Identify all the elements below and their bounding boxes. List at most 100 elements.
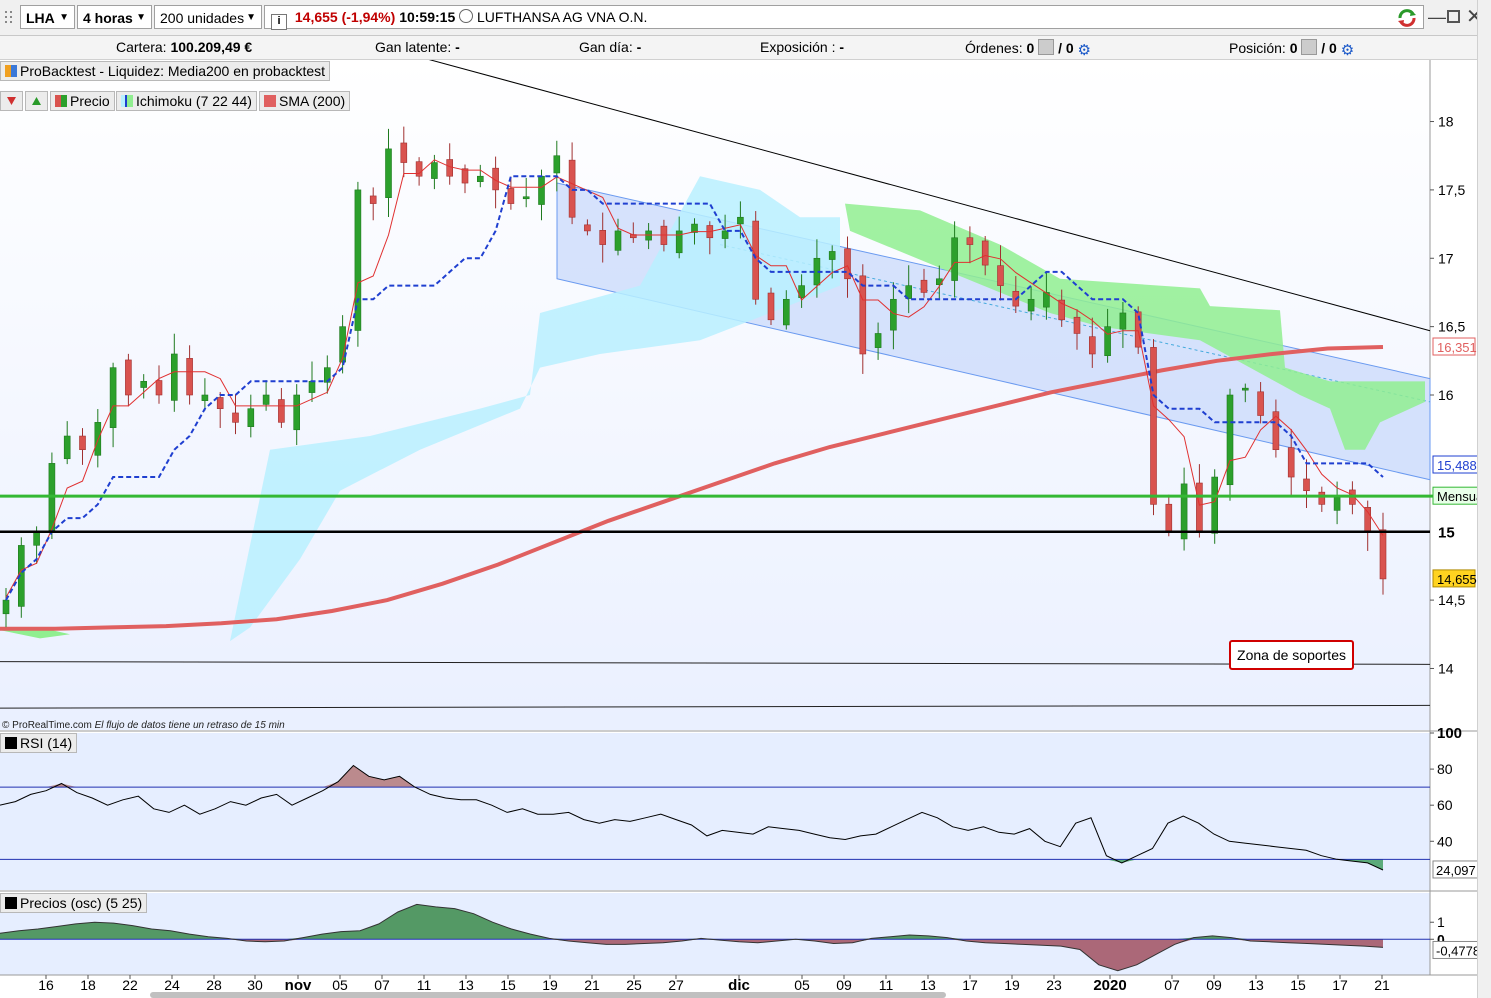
candle-body [890,298,897,331]
gear-icon[interactable]: ⚙ [1077,42,1091,59]
buy-arrow-icon[interactable] [25,91,48,111]
osc-negative-fill [0,939,1383,971]
candle-body [1211,476,1218,534]
candle-body [920,279,928,293]
candle-body [125,359,132,396]
candle-body [1073,316,1081,334]
posicion-field[interactable]: Posición: 0 / 0 ⚙ [1229,39,1355,58]
rsi-panel-bg [0,733,1430,890]
candle-body [232,412,239,423]
refresh-icon[interactable] [1396,7,1418,29]
chart-area[interactable]: 18 17,5 17 16,5 16 14,5 14 15 16,351 15,488 Mensua… [0,60,1477,998]
candle-body [721,230,729,239]
candle-body [1364,507,1371,533]
candle-body [94,422,102,456]
gear-icon[interactable]: ⚙ [1340,42,1355,59]
backtest-label: ProBacktest - Liquidez: Media200 en prob… [20,63,326,79]
support-zone-annotation[interactable]: Zona de soportes [1229,640,1354,670]
drag-handle-icon[interactable] [4,9,16,27]
rsi-overbought-fill [0,765,1383,788]
mensual-tag-bg [1432,486,1477,505]
last-price-tag: 14,655 [1437,572,1477,587]
x-tick-label: 15 [1290,977,1306,993]
cancel-icon[interactable] [1301,39,1318,55]
candle-body [1180,483,1188,540]
data-delay-note: © ProRealTime.com El flujo de datos tien… [2,720,285,731]
gan-latente-label: Gan latente: [375,39,452,55]
horizontal-scrollbar[interactable] [150,992,946,998]
legend-rsi[interactable]: RSI (14) [0,733,78,753]
chevron-down-icon: ▼ [136,12,146,23]
x-tick-label: 16 [38,977,54,993]
candle-body [1257,391,1264,416]
exposicion-value: - [839,39,845,55]
cartera-value: 100.209,49 € [170,39,253,55]
candle-body [201,394,209,401]
backtest-legend[interactable]: ProBacktest - Liquidez: Media200 en prob… [0,61,331,81]
legend-ichimoku[interactable]: Ichimoku (7 22 44) [116,91,257,111]
axes: 18 17,5 17 16,5 16 14,5 14 15 16,351 15,488 Mensua… [38,114,1477,994]
candle-body [1150,347,1157,505]
symbol-value: LHA [26,10,55,26]
units-select[interactable]: 200 unidades ▼ [154,5,262,29]
x-tick-label: dic [728,977,750,994]
candle-body [1303,478,1310,492]
gan-dia-field: Gan día: - [579,39,641,55]
rsi-y-tick-label: 60 [1437,797,1453,813]
candle-body [308,381,316,393]
candle-body [874,333,882,348]
sma-price-tag: 16,351 [1437,340,1477,355]
legend-osc[interactable]: Precios (osc) (5 25) [0,893,148,913]
candle-body [645,230,652,241]
minimize-icon[interactable]: — [1428,7,1446,27]
candle-body [1318,491,1326,505]
candle-body [951,237,958,281]
support-zone-label: Zona de soportes [1237,647,1346,663]
x-tick-label: 15 [500,977,516,993]
timeframe-select[interactable]: 4 horas ▼ [77,5,152,29]
posicion-value: 0 [1289,40,1298,56]
info-icon[interactable]: i [271,14,287,30]
gan-dia-value: - [636,39,642,55]
osc-y-tick-label: 1 [1437,914,1445,930]
legend-precio[interactable]: Precio [50,91,115,111]
rsi-y-tick-label: 40 [1437,833,1453,849]
legend-sma[interactable]: SMA (200) [259,91,351,111]
mensual-tag: Mensual [1437,489,1477,504]
y-tick-label: 17,5 [1438,182,1465,198]
instrument-info: i 14,655 (-1,94%) 10:59:15 LUFTHANSA AG … [264,5,1424,30]
kijun-price-tag: 15,488 [1437,458,1477,473]
sma-price-tag-bg [1432,337,1476,356]
candle-body [446,159,454,177]
candle-body [492,167,499,191]
candle-body [1242,387,1249,391]
gan-latente-value: - [455,39,460,55]
x-tick-label: 13 [920,977,936,993]
osc-line [0,903,1384,972]
ordenes-field[interactable]: Órdenes: 0 / 0 ⚙ [965,39,1092,58]
ichimoku-kijun-line [5,175,1384,601]
y-tick-label: 14,5 [1438,592,1465,608]
sell-arrow-icon[interactable] [0,91,23,111]
rsi-panel [0,764,1430,871]
x-tick-label: 21 [1374,977,1390,993]
price-change: 14,655 (-1,94%) [294,9,396,25]
candle-body [1043,292,1050,308]
y-tick-label: 18 [1438,114,1454,130]
candle-body [844,248,851,280]
x-tick-label: 13 [458,977,474,993]
candle-body [33,531,40,546]
osc-positive-fill [0,904,1383,940]
symbol-select[interactable]: LHA ▼ [20,5,75,29]
candle-body [1272,411,1280,450]
candle-body [323,367,331,383]
candle-body [782,298,790,326]
source-credit: © ProRealTime.com [2,720,92,731]
candle-body [400,142,408,163]
cancel-icon[interactable] [1038,39,1055,55]
maximize-icon[interactable] [1447,10,1460,23]
osc-panel-bg [0,893,1430,975]
candle-body [1196,482,1203,533]
right-scrollbar[interactable] [1477,0,1491,998]
candle-body [140,381,147,388]
